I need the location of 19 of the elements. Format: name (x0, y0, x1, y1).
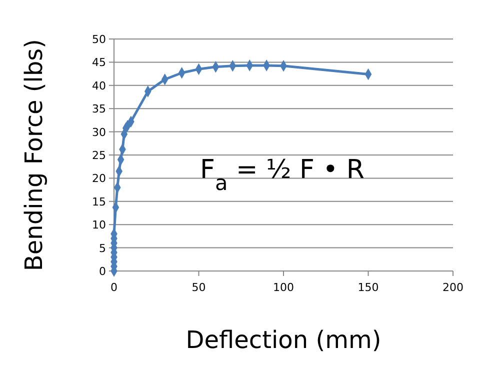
x-tick-label: 150 (358, 281, 379, 294)
y-tick-label: 40 (92, 79, 106, 92)
x-axis-title: Deflection (mm) (186, 326, 382, 354)
y-tick-label: 5 (99, 242, 106, 255)
y-tick-label: 15 (92, 195, 106, 208)
annotation: F$_{a}$ = ½ F • R (200, 155, 364, 195)
y-tick-label: 20 (92, 172, 106, 186)
y-tick-label: 50 (92, 33, 106, 46)
y-tick-label: 30 (92, 126, 106, 139)
y-axis-title: Bending Force (lbs) (20, 38, 48, 272)
y-tick-label: 35 (92, 102, 106, 116)
x-tick-label: 200 (442, 281, 464, 294)
x-tick-label: 100 (273, 281, 294, 294)
y-tick-label: 10 (92, 218, 106, 232)
y-tick-label: 0 (99, 265, 106, 278)
y-tick-label: 25 (92, 149, 106, 162)
x-tick-label: 0 (110, 281, 118, 294)
y-tick-label: 45 (92, 56, 106, 70)
x-tick-label: 50 (192, 281, 206, 294)
